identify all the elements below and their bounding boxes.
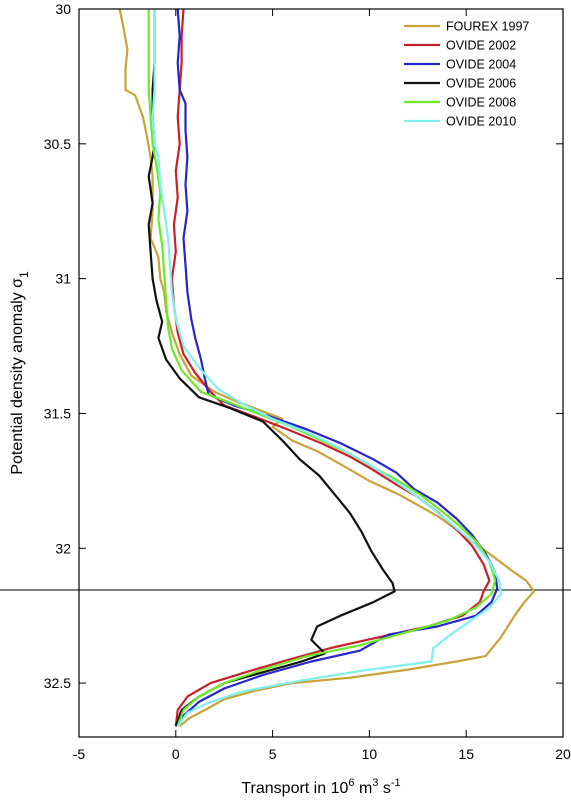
legend-label: OVIDE 2008 (446, 96, 516, 110)
y-tick-label: 32 (55, 540, 71, 556)
legend-label: OVIDE 2004 (446, 58, 516, 72)
x-tick-label: 20 (555, 746, 571, 762)
legend-label: OVIDE 2010 (446, 115, 516, 129)
y-tick-label: 30 (55, 1, 71, 17)
axis-ticks: -5 0 5 10 15 20 30 30.5 31 31.5 32 32.5 (44, 1, 571, 762)
y-tick-label: 31 (55, 271, 71, 287)
legend: FOUREX 1997 OVIDE 2002 OVIDE 2004 OVIDE 200… (404, 20, 529, 129)
series-line-0 (118, 8, 536, 728)
series-line-4 (147, 9, 497, 727)
series-line-3 (147, 9, 396, 727)
plot-frame (78, 8, 564, 738)
y-tick-label: 30.5 (44, 136, 71, 152)
legend-label: FOUREX 1997 (446, 20, 529, 34)
series-lines (118, 8, 536, 728)
y-axis-label: Potential density anomaly σ1 (9, 271, 31, 475)
x-tick-label: 0 (172, 746, 180, 762)
x-tick-label: -5 (73, 746, 86, 762)
x-axis-label: Transport in 106 m3 s-1 (241, 777, 400, 797)
x-tick-label: 10 (362, 746, 378, 762)
y-tick-label: 31.5 (44, 405, 71, 421)
x-tick-label: 5 (269, 746, 277, 762)
x-tick-label: 15 (458, 746, 474, 762)
y-tick-label: 32.5 (44, 675, 71, 691)
series-line-1 (170, 8, 491, 727)
legend-label: OVIDE 2006 (446, 77, 516, 91)
legend-label: OVIDE 2002 (446, 39, 516, 53)
series-line-5 (151, 9, 503, 727)
